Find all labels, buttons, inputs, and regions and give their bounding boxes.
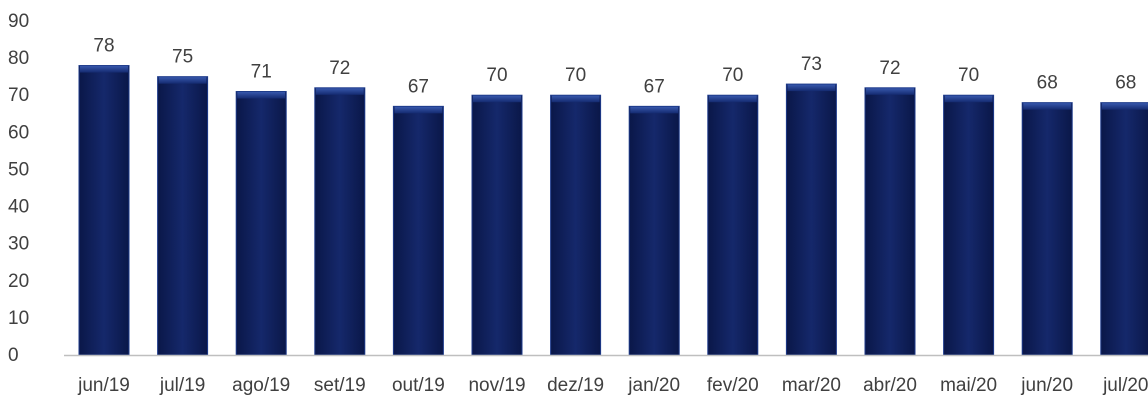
y-tick-label: 70 — [8, 85, 29, 106]
bar-body — [629, 106, 680, 355]
bar-body — [550, 95, 601, 355]
bar-cap — [1023, 102, 1072, 110]
x-tick-label: ago/19 — [232, 375, 290, 396]
bar — [314, 87, 366, 356]
data-label: 78 — [93, 36, 114, 57]
bar-body — [393, 106, 444, 355]
bar — [864, 87, 916, 356]
bar-body — [1022, 102, 1073, 356]
bar-body — [79, 65, 129, 356]
y-tick-label: 60 — [8, 122, 29, 143]
y-tick-label: 40 — [8, 197, 29, 218]
bar — [943, 94, 995, 356]
y-tick-label: 20 — [8, 271, 29, 292]
data-label: 68 — [1037, 73, 1058, 94]
data-label: 67 — [408, 76, 429, 97]
data-label: 72 — [329, 58, 350, 79]
bar — [550, 94, 602, 356]
bar-cap — [1101, 102, 1148, 110]
bar-cap — [944, 95, 993, 103]
data-label: 70 — [486, 65, 507, 86]
x-tick-label: nov/19 — [468, 375, 525, 396]
bar-cap — [551, 95, 600, 103]
bar-cap — [80, 65, 128, 73]
bar-cap — [237, 91, 286, 99]
x-tick-label: dez/19 — [547, 375, 604, 396]
bar-body — [786, 84, 837, 355]
x-tick-label: jun/19 — [77, 375, 130, 396]
bar-cap — [473, 95, 521, 103]
y-axis: 0 10 20 30 40 50 60 70 80 90 — [8, 11, 29, 366]
x-tick-label: fev/20 — [707, 375, 759, 396]
bar-cap — [787, 84, 836, 92]
bar — [1021, 102, 1073, 356]
bar-body — [157, 76, 208, 356]
y-tick-label: 30 — [8, 234, 29, 255]
data-label: 70 — [958, 65, 979, 86]
x-tick-label: out/19 — [392, 375, 445, 396]
bar-cap — [630, 106, 679, 114]
data-label: 68 — [1115, 73, 1136, 94]
x-tick-label: jan/20 — [627, 375, 680, 396]
bar — [235, 91, 287, 356]
bar-body — [707, 95, 758, 355]
y-tick-label: 0 — [8, 345, 19, 366]
data-label: 67 — [644, 76, 665, 97]
data-labels: 78 75 71 72 67 70 70 67 70 73 72 70 68 68 — [93, 36, 1136, 98]
bar — [1100, 102, 1148, 356]
y-tick-label: 80 — [8, 48, 29, 69]
bars — [78, 65, 1148, 356]
bar — [392, 105, 444, 356]
x-axis: jun/19 jul/19 ago/19 set/19 out/19 nov/19 dez/… — [77, 375, 1148, 396]
bar — [157, 76, 209, 356]
data-label: 70 — [722, 65, 743, 86]
bar — [471, 94, 523, 356]
data-label: 75 — [172, 47, 193, 68]
x-tick-label: jul/20 — [1102, 375, 1148, 396]
y-tick-label: 90 — [8, 11, 29, 32]
data-label: 73 — [801, 54, 822, 75]
bar-body — [314, 87, 365, 356]
bar — [707, 94, 759, 356]
bar — [785, 83, 837, 356]
y-tick-label: 50 — [8, 159, 29, 180]
bar-body — [472, 95, 522, 355]
data-label: 70 — [565, 65, 586, 86]
x-tick-label: mar/20 — [782, 375, 841, 396]
bar-cap — [315, 87, 364, 95]
x-tick-label: jun/20 — [1020, 375, 1073, 396]
bar-cap — [866, 87, 914, 95]
bar-body — [865, 87, 915, 356]
bar-cap — [708, 95, 757, 103]
bar-body — [236, 91, 287, 355]
bar-body — [943, 95, 994, 355]
bar — [78, 65, 130, 356]
y-tick-label: 10 — [8, 308, 29, 329]
bar-cap — [394, 106, 443, 114]
data-label: 72 — [879, 58, 900, 79]
x-tick-label: set/19 — [314, 375, 366, 396]
bar-cap — [158, 76, 207, 84]
bar — [628, 105, 680, 356]
x-tick-label: jul/19 — [159, 375, 205, 396]
data-label: 71 — [251, 62, 272, 83]
bar-body — [1100, 102, 1148, 356]
x-tick-label: mai/20 — [940, 375, 997, 396]
x-tick-label: abr/20 — [863, 375, 917, 396]
